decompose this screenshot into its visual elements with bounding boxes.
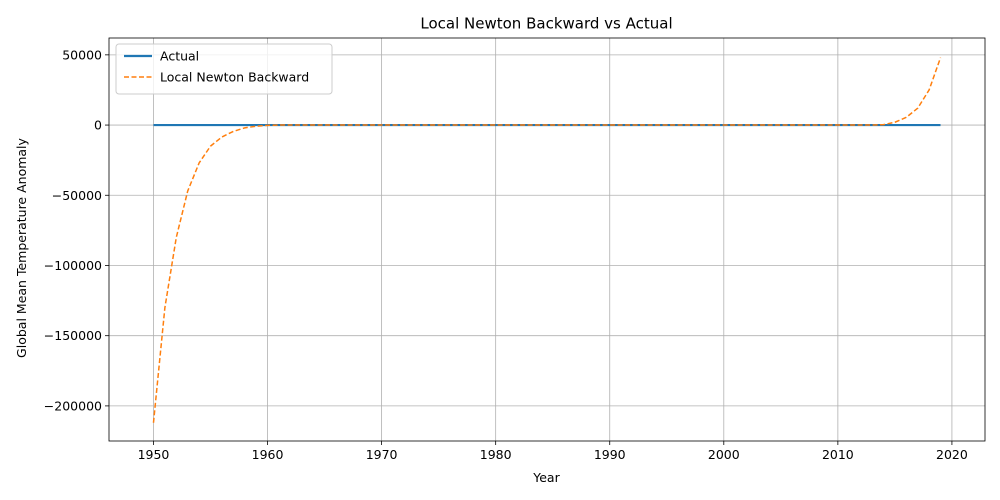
y-tick-label: −100000 (44, 258, 102, 273)
x-tick-label: 1960 (252, 447, 284, 462)
grid-lines (109, 38, 985, 441)
chart-title: Local Newton Backward vs Actual (420, 15, 672, 33)
x-tick-label: 2020 (936, 447, 968, 462)
y-tick-label: 50000 (62, 47, 102, 62)
x-tick-label: 1950 (138, 447, 170, 462)
series-line-local-newton-backward (152, 57, 942, 423)
legend: Actual Local Newton Backward (115, 43, 333, 95)
x-tick-label: 1970 (366, 447, 398, 462)
y-tick-label: −50000 (52, 188, 102, 203)
x-axis-title: Year (532, 470, 560, 485)
legend-label-local-newton-backward: Local Newton Backward (160, 70, 309, 85)
y-tick-label: 0 (94, 118, 102, 133)
y-tick-label: −150000 (44, 328, 102, 343)
x-tick-label: 2000 (708, 447, 740, 462)
legend-label-actual: Actual (160, 49, 199, 64)
y-axis-title: Global Mean Temperature Anomaly (14, 137, 29, 357)
y-tick-label: −200000 (44, 398, 102, 413)
legend-box (115, 43, 333, 95)
series-layer (152, 57, 942, 423)
x-tick-label: 1980 (480, 447, 512, 462)
y-axis-ticks: −200000 −150000 −100000 −50000 0 50000 (44, 47, 109, 413)
x-tick-label: 2010 (822, 447, 854, 462)
plot-frame (108, 37, 986, 442)
x-axis-ticks: 1950 1960 1970 1980 1990 2000 2010 2020 (138, 441, 968, 462)
x-tick-label: 1990 (594, 447, 626, 462)
